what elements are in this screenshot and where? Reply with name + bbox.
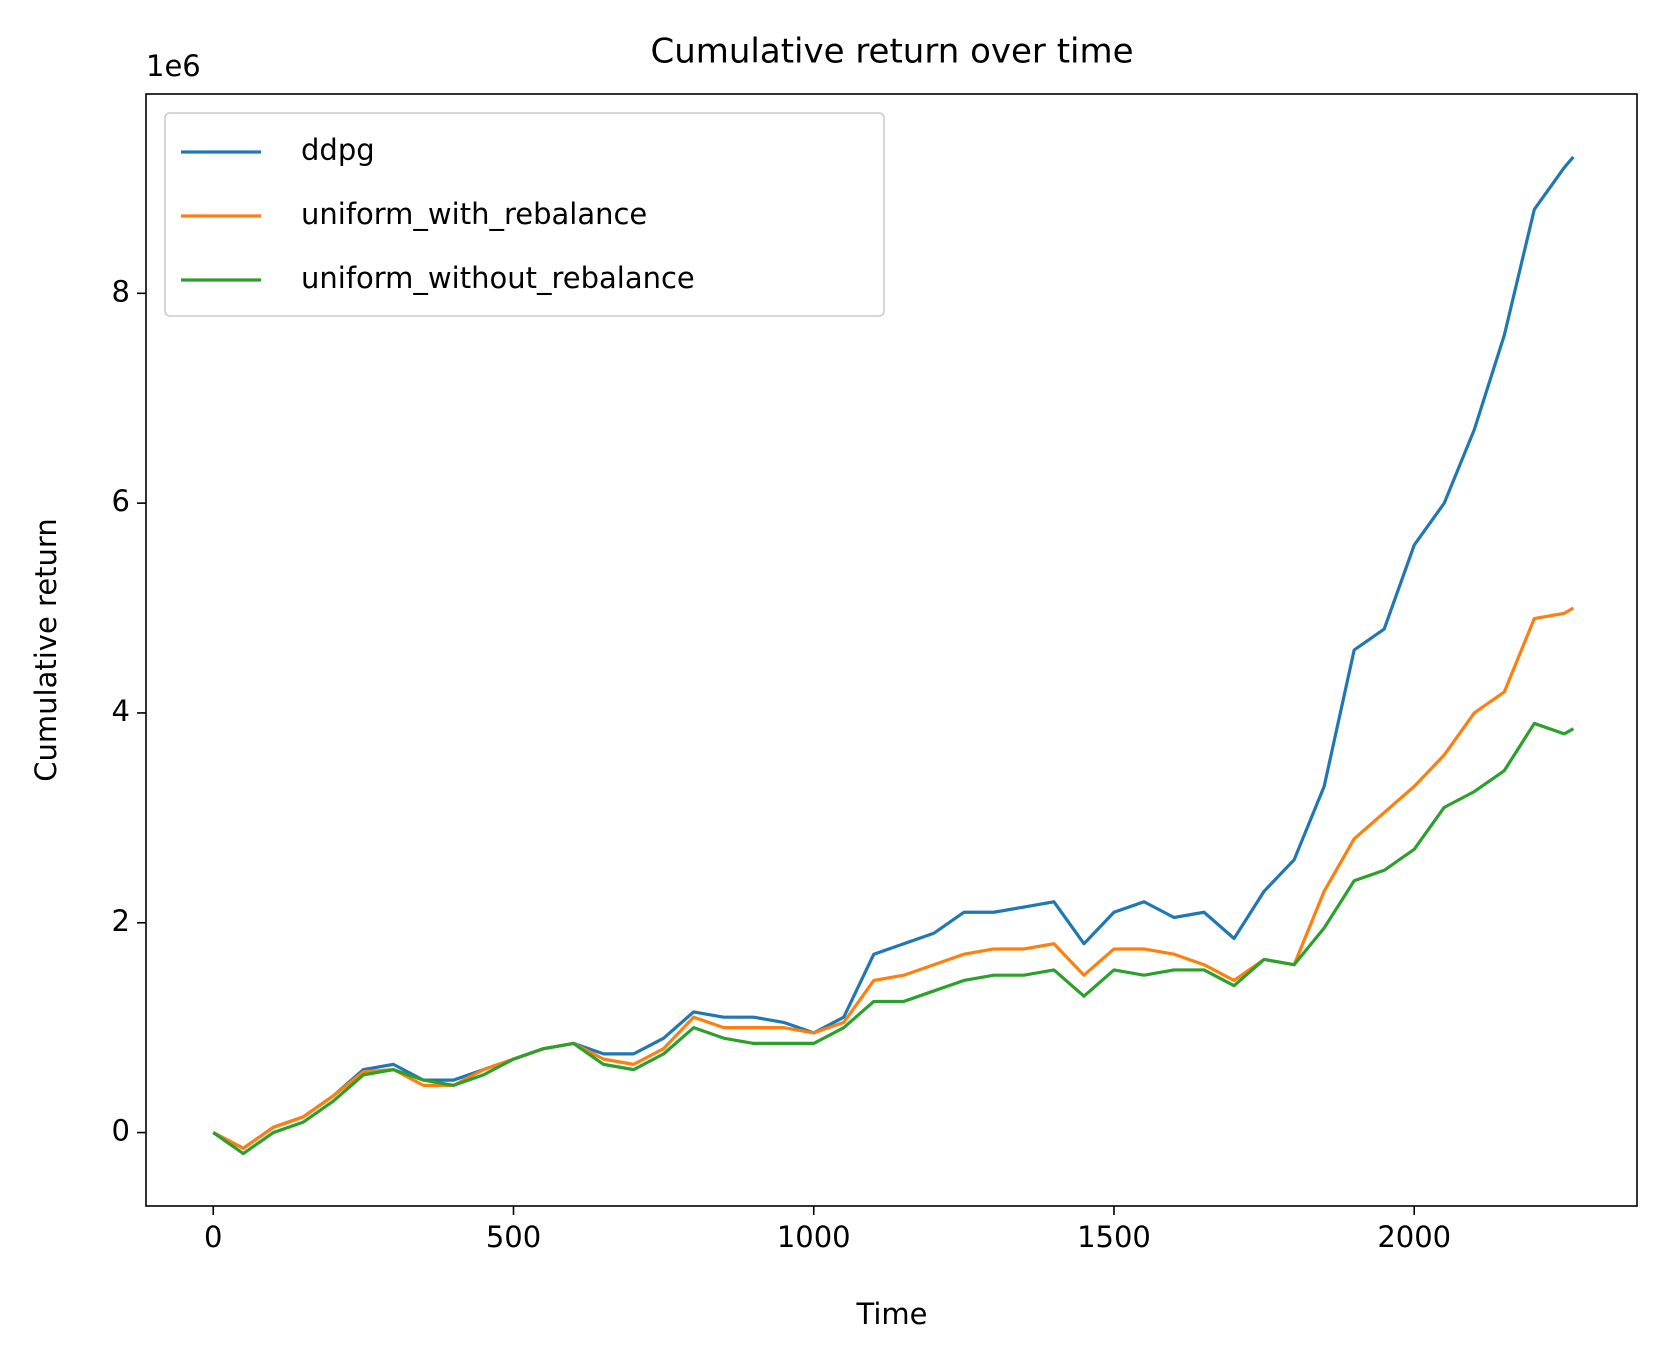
chart-title: Cumulative return over time [650, 32, 1133, 72]
legend-box [164, 112, 885, 317]
y-tick-label: 4 [112, 694, 130, 728]
x-tick-label: 1000 [777, 1220, 851, 1254]
series-line [212, 721, 1575, 1156]
legend-label: ddpg [301, 133, 375, 167]
y-tick-label: 8 [112, 274, 130, 308]
y-tick-label: 2 [112, 904, 130, 938]
series-line [212, 606, 1575, 1150]
series-line [212, 155, 1575, 1150]
y-tick-label: 0 [112, 1114, 130, 1148]
legend-label: uniform_without_rebalance [301, 261, 695, 295]
x-tick-label: 2000 [1377, 1220, 1451, 1254]
legend-label: uniform_with_rebalance [301, 197, 647, 231]
y-axis-label: Cumulative return [29, 518, 63, 781]
plot-frame [145, 93, 1638, 1207]
y-offset-label: 1e6 [146, 49, 201, 83]
x-tick-label: 0 [204, 1220, 222, 1254]
y-tick-label: 6 [112, 484, 130, 518]
x-axis-label: Time [856, 1297, 928, 1331]
x-tick-label: 1500 [1077, 1220, 1151, 1254]
x-tick-label: 500 [486, 1220, 541, 1254]
